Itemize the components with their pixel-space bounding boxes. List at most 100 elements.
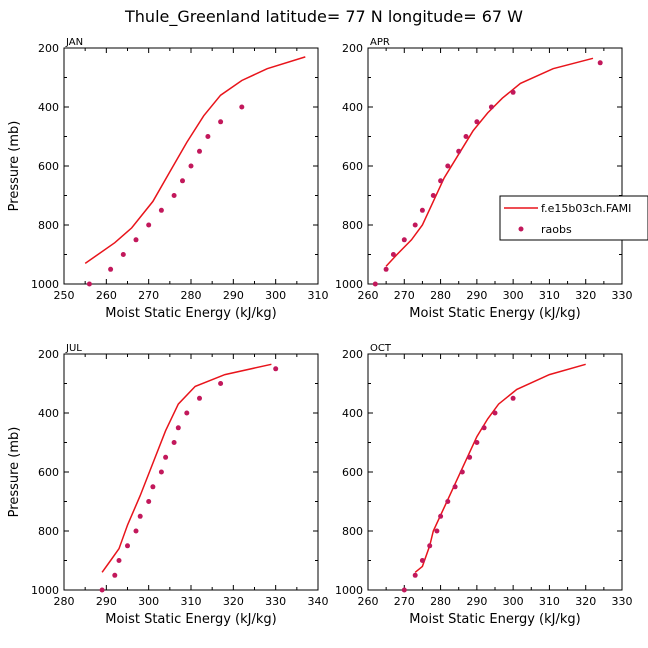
obs-point <box>474 119 480 125</box>
obs-point <box>86 281 92 287</box>
x-tick-label: 270 <box>394 289 415 302</box>
obs-point <box>112 572 118 578</box>
model-series-line <box>414 363 586 573</box>
y-tick-label: 800 <box>342 219 363 232</box>
obs-point <box>171 440 177 445</box>
x-axis-label: Moist Static Energy (kJ/kg) <box>105 612 276 627</box>
x-tick-label: 280 <box>54 595 75 608</box>
y-tick-label: 400 <box>342 407 363 420</box>
x-tick-label: 260 <box>358 289 379 302</box>
obs-point <box>372 281 378 287</box>
legend-model-label: f.e15b03ch.FAMI <box>541 202 631 215</box>
obs-point <box>239 104 245 110</box>
obs-point <box>438 513 444 519</box>
figure-title: Thule_Greenland latitude= 77 N longitude… <box>124 7 523 27</box>
x-tick-label: 300 <box>503 289 524 302</box>
y-tick-label: 800 <box>342 525 363 538</box>
obs-point <box>401 587 407 593</box>
obs-point <box>108 266 114 272</box>
obs-point <box>184 410 190 416</box>
y-tick-label: 400 <box>38 101 59 114</box>
model-series-line <box>84 56 306 265</box>
obs-point <box>125 543 130 549</box>
x-axis-label: Moist Static Energy (kJ/kg) <box>105 306 276 321</box>
x-tick-label: 280 <box>181 289 202 302</box>
y-tick-label: 1000 <box>335 278 363 291</box>
y-tick-label: 400 <box>38 407 59 420</box>
legend-obs-marker <box>518 226 524 232</box>
x-tick-label: 250 <box>54 289 75 302</box>
x-tick-label: 300 <box>503 595 524 608</box>
obs-point <box>218 119 224 125</box>
panel-oct: OCT 260 270 280 290 300 310 320 330 200 400 600 800 1… <box>335 343 633 627</box>
y-axis-label: Pressure (mb) <box>7 121 22 212</box>
obs-point <box>459 469 465 475</box>
obs-point <box>488 104 494 110</box>
obs-point <box>474 440 480 445</box>
obs-point <box>412 222 418 228</box>
obs-point <box>427 543 433 549</box>
x-tick-label: 280 <box>430 595 451 608</box>
obs-point <box>158 469 164 475</box>
x-tick-label: 260 <box>358 595 379 608</box>
panel-label: APR <box>370 37 390 48</box>
obs-point <box>463 134 469 139</box>
obs-point <box>383 266 389 272</box>
x-tick-label: 310 <box>539 289 560 302</box>
obs-point <box>158 207 164 213</box>
x-tick-label: 320 <box>223 595 244 608</box>
model-series-line <box>385 57 594 267</box>
obs-point <box>510 89 516 95</box>
y-tick-label: 200 <box>38 42 59 55</box>
y-tick-label: 1000 <box>31 584 59 597</box>
obs-point <box>419 558 425 563</box>
plot-frame <box>63 353 319 591</box>
x-tick-label: 320 <box>575 595 596 608</box>
obs-point <box>430 193 436 198</box>
obs-point <box>401 237 407 243</box>
panel-label: JAN <box>65 37 83 48</box>
x-tick-label: 330 <box>612 289 633 302</box>
obs-point <box>146 499 152 504</box>
obs-point <box>171 193 177 198</box>
obs-point <box>456 148 462 154</box>
plot-frame <box>367 47 623 285</box>
obs-point <box>481 425 487 431</box>
y-tick-label: 800 <box>38 525 59 538</box>
y-tick-label: 600 <box>38 160 59 173</box>
obs-point <box>197 395 202 401</box>
y-tick-label: 600 <box>38 466 59 479</box>
obs-point <box>180 178 185 184</box>
obs-point <box>205 134 211 139</box>
x-tick-label: 290 <box>223 289 244 302</box>
x-tick-label: 260 <box>96 289 117 302</box>
obs-point <box>412 572 418 578</box>
obs-point <box>445 499 451 504</box>
x-tick-label: 280 <box>430 289 451 302</box>
obs-point <box>150 484 156 490</box>
y-tick-label: 600 <box>342 160 363 173</box>
y-tick-label: 400 <box>342 101 363 114</box>
obs-point <box>99 587 105 593</box>
legend-obs-label: raobs <box>541 223 572 236</box>
panels: JAN 250 260 270 280 290 300 310 200 400 600 800 1000… <box>7 37 633 627</box>
x-axis-label: Moist Static Energy (kJ/kg) <box>409 306 580 321</box>
obs-point <box>146 222 152 228</box>
obs-point <box>492 410 498 416</box>
x-tick-label: 310 <box>308 289 329 302</box>
x-tick-label: 320 <box>575 289 596 302</box>
y-tick-label: 200 <box>342 42 363 55</box>
legend: f.e15b03ch.FAMI raobs <box>499 195 648 241</box>
panel-jan: JAN 250 260 270 280 290 300 310 200 400 600 800 1000… <box>7 37 329 321</box>
x-tick-label: 290 <box>466 289 487 302</box>
obs-point <box>116 558 122 563</box>
model-series-line <box>101 363 272 573</box>
x-tick-label: 330 <box>612 595 633 608</box>
y-tick-label: 1000 <box>31 278 59 291</box>
y-axis-label: Pressure (mb) <box>7 427 22 518</box>
obs-point <box>120 252 126 257</box>
panel-label: OCT <box>370 343 392 354</box>
x-tick-label: 290 <box>96 595 117 608</box>
y-tick-label: 1000 <box>335 584 363 597</box>
